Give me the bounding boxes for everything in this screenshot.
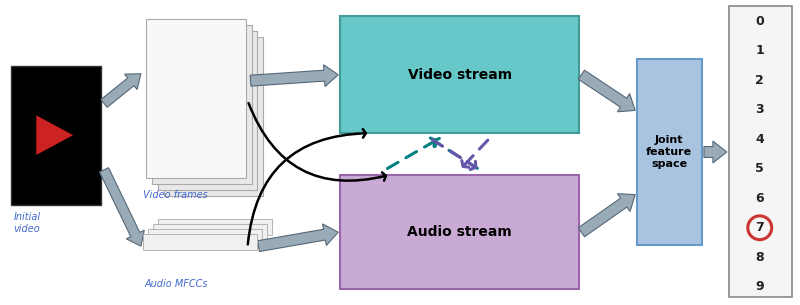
Text: 8: 8: [755, 251, 764, 264]
Text: Initial
video: Initial video: [14, 213, 41, 234]
Bar: [153, 224, 267, 240]
Polygon shape: [99, 168, 144, 246]
Bar: [146, 19, 246, 178]
Bar: [637, 59, 702, 245]
Bar: [11, 66, 101, 205]
Polygon shape: [704, 141, 727, 163]
Text: 0: 0: [755, 15, 764, 28]
Text: 7: 7: [755, 221, 764, 234]
Text: 3: 3: [755, 103, 764, 116]
Polygon shape: [36, 115, 73, 155]
Bar: [143, 234, 258, 250]
Bar: [158, 31, 258, 190]
Polygon shape: [101, 74, 141, 107]
Text: 1: 1: [755, 44, 764, 57]
Bar: [148, 229, 262, 245]
Text: Audio stream: Audio stream: [407, 225, 512, 239]
Text: 2: 2: [755, 74, 764, 87]
Bar: [158, 219, 273, 235]
Text: Audio MFCCs: Audio MFCCs: [144, 279, 207, 289]
Text: 6: 6: [755, 192, 764, 205]
Text: 5: 5: [755, 162, 764, 175]
Bar: [729, 6, 792, 297]
Text: Joint
feature
space: Joint feature space: [646, 135, 692, 169]
Bar: [164, 37, 263, 196]
Polygon shape: [578, 70, 635, 112]
Polygon shape: [578, 194, 635, 237]
Text: 4: 4: [755, 133, 764, 146]
Bar: [340, 16, 579, 133]
Text: Video frames: Video frames: [143, 190, 208, 200]
Text: Video stream: Video stream: [408, 68, 512, 82]
Bar: [340, 175, 579, 289]
Polygon shape: [250, 65, 338, 87]
Polygon shape: [258, 224, 338, 252]
Bar: [152, 25, 251, 184]
Text: 9: 9: [755, 280, 764, 293]
